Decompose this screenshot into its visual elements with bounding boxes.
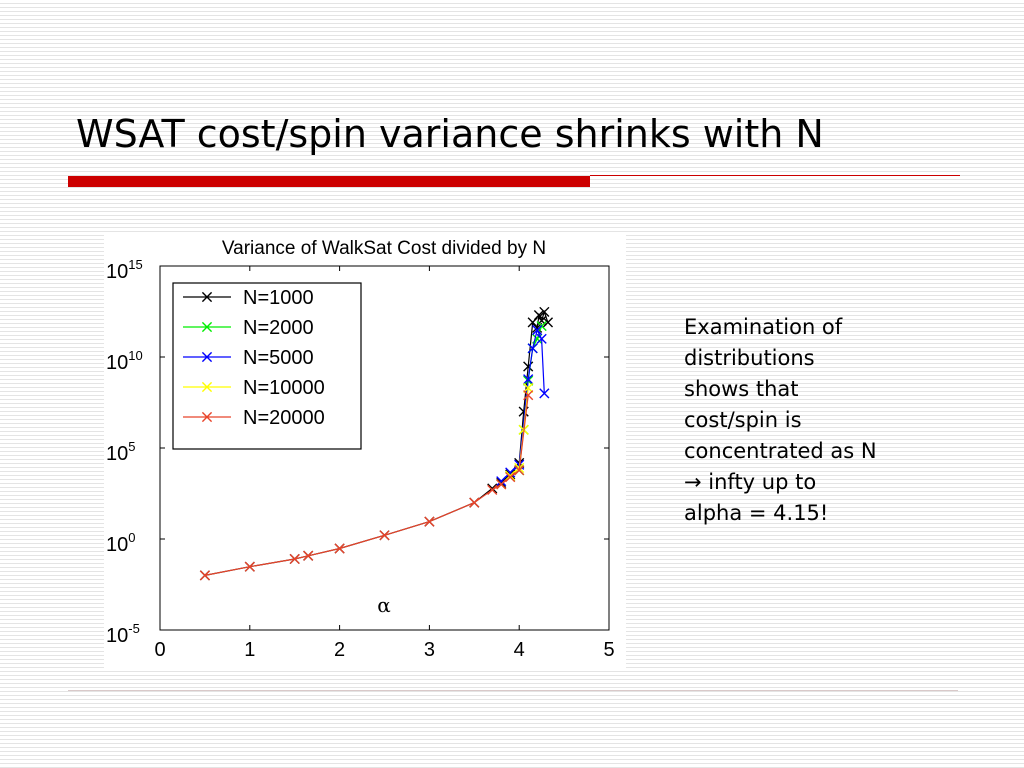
data-point — [505, 467, 516, 478]
side-note-line: cost/spin is — [684, 408, 802, 432]
side-note-line: shows that — [684, 377, 799, 401]
y-tick-label: 1010 — [106, 348, 143, 374]
legend-marker — [201, 381, 213, 393]
data-point — [523, 382, 534, 394]
data-point — [303, 550, 314, 561]
data-point — [505, 472, 516, 483]
data-point — [289, 553, 300, 565]
chart-title: Variance of WalkSat Cost divided by N — [222, 238, 546, 259]
data-point — [496, 479, 507, 490]
legend-marker — [201, 321, 213, 333]
legend-label: N=10000 — [243, 377, 325, 399]
data-point — [527, 343, 538, 354]
side-note-line: distributions — [684, 346, 815, 370]
data-point — [505, 469, 516, 480]
legend-label: N=20000 — [243, 407, 325, 429]
x-tick-label: 4 — [514, 639, 525, 661]
slide-title: WSAT cost/spin variance shrinks with N — [76, 112, 824, 156]
data-point — [539, 388, 550, 399]
legend-marker — [201, 411, 213, 423]
footer-rule — [68, 690, 958, 691]
side-note-line: Examination of — [684, 315, 843, 339]
legend-box — [172, 282, 362, 450]
data-point — [533, 310, 545, 321]
y-tick-label: 105 — [106, 439, 135, 465]
x-tick-label: 5 — [603, 639, 614, 661]
data-point — [487, 484, 498, 495]
side-note: Examination of distributions shows that … — [684, 312, 934, 529]
x-tick-label: 0 — [154, 639, 165, 661]
data-point — [542, 317, 554, 328]
data-point — [536, 333, 547, 344]
data-point — [424, 516, 435, 527]
side-note-line: → infty up to — [684, 470, 817, 494]
title-underline-bar — [68, 176, 590, 187]
legend-marker — [201, 351, 213, 363]
x-tick-label: 3 — [424, 639, 435, 661]
data-point — [523, 361, 534, 372]
axes: 0 1 2 3 4 5 1015 1010 105 100 10-5 — [106, 257, 615, 661]
data-point — [523, 390, 534, 401]
data-point — [199, 570, 210, 581]
side-note-line: concentrated as N — [684, 439, 877, 463]
legend: N=1000 N=2000 N=5000 N=10000 N=20000 — [172, 282, 362, 450]
y-tick-label: 1015 — [106, 257, 143, 283]
legend-label: N=1000 — [243, 287, 314, 309]
x-tick-label: 2 — [334, 639, 345, 661]
x-axis-label: α — [377, 593, 391, 617]
data-point — [334, 543, 345, 554]
data-point — [469, 497, 480, 508]
side-note-line: alpha = 4.15! — [684, 501, 829, 525]
data-point — [379, 530, 390, 541]
legend-label: N=2000 — [243, 317, 314, 339]
data-point — [539, 306, 550, 318]
data-point — [505, 470, 516, 481]
title-underline-rule — [590, 175, 960, 176]
data-point — [514, 465, 525, 476]
legend-marker — [201, 291, 213, 303]
plot-area — [199, 306, 554, 581]
legend-label: N=5000 — [243, 347, 314, 369]
y-tick-label: 100 — [106, 530, 135, 556]
y-tick-label: 10-5 — [106, 621, 140, 647]
data-point — [496, 476, 507, 487]
x-tick-label: 1 — [244, 639, 255, 661]
data-point — [244, 561, 255, 572]
data-point — [532, 325, 543, 336]
data-point — [523, 374, 534, 385]
